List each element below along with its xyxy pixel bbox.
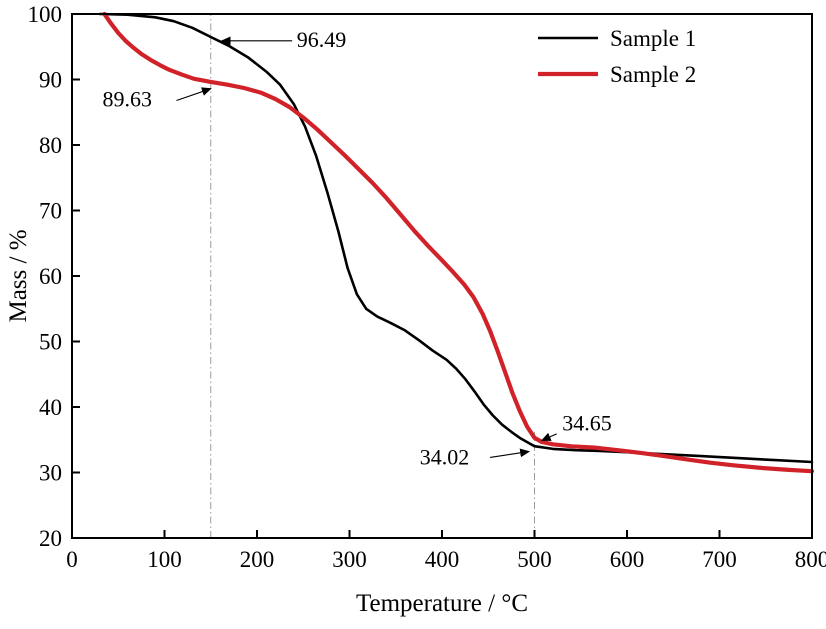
x-tick-label: 600 — [610, 547, 645, 572]
legend-label-sample-1: Sample 1 — [610, 26, 696, 51]
y-axis-title: Mass / % — [5, 229, 32, 322]
x-axis-title: Temperature / °C — [356, 590, 528, 617]
x-tick-label: 500 — [517, 547, 552, 572]
y-tick-label: 40 — [39, 395, 62, 420]
annotation-label: 89.63 — [103, 86, 152, 111]
axes-group: 0 100 200 300 400 500 600 700 800 20 30 40 50 60 70 80 9… — [28, 2, 826, 572]
x-tick-label: 400 — [425, 547, 460, 572]
y-tick-label: 20 — [39, 526, 62, 551]
y-tick-label: 30 — [39, 461, 62, 486]
y-tick-label: 80 — [39, 133, 62, 158]
y-tick-label: 70 — [39, 199, 62, 224]
series-line-sample-1 — [98, 12, 814, 464]
x-tick-label: 300 — [332, 547, 367, 572]
annotation-label: 96.49 — [297, 27, 347, 52]
x-tick-label: 700 — [702, 547, 737, 572]
annotation-label: 34.65 — [562, 411, 612, 436]
annotation-arrow — [540, 432, 557, 441]
series-line-sample-2 — [102, 11, 815, 474]
y-tick-label: 90 — [39, 68, 62, 93]
x-tick-label: 100 — [147, 547, 182, 572]
reference-lines-group — [210, 14, 535, 538]
y-tick-label: 50 — [39, 330, 62, 355]
y-tick-label: 100 — [28, 2, 63, 27]
legend-label-sample-2: Sample 2 — [610, 62, 696, 87]
annotations-group: 96.49 89.63 34.65 34.02 — [103, 27, 612, 470]
annotation-arrow — [176, 87, 212, 101]
series-group — [98, 11, 815, 474]
annotation-arrow — [490, 448, 531, 458]
x-tick-label: 0 — [66, 547, 78, 572]
x-tick-label: 200 — [240, 547, 275, 572]
y-tick-label: 60 — [39, 264, 62, 289]
legend: Sample 1 Sample 2 — [538, 26, 696, 87]
x-tick-label: 800 — [795, 547, 826, 572]
annotation-label: 34.02 — [420, 445, 470, 470]
